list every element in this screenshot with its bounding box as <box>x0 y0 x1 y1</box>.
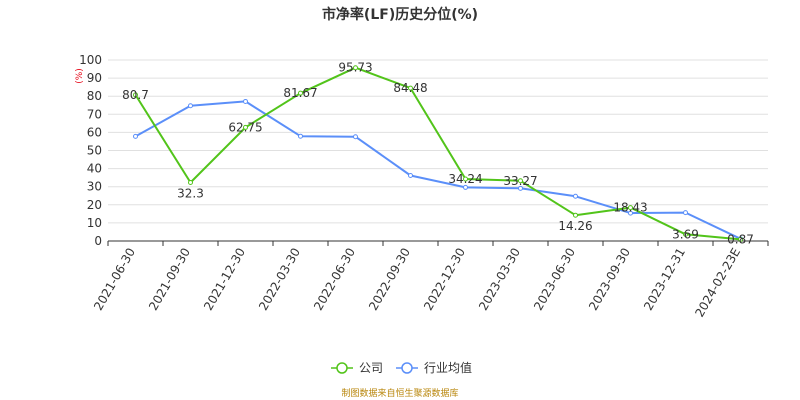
y-tick-label: 10 <box>87 216 102 230</box>
x-tick-label: 2023-03-30 <box>476 246 523 313</box>
legend-marker-company <box>336 362 348 374</box>
x-tick-label: 2021-09-30 <box>146 246 193 313</box>
data-point-series-1 <box>353 134 358 140</box>
legend-label-company: 公司 <box>359 361 383 375</box>
data-point-series-1 <box>298 133 303 139</box>
data-point-series-0 <box>628 205 633 211</box>
y-tick-label: 30 <box>87 180 102 194</box>
data-point-series-0 <box>298 90 303 96</box>
data-point-series-1 <box>573 193 578 199</box>
legend-marker-industry-average <box>401 362 413 374</box>
y-tick-label: 100 <box>79 53 102 67</box>
data-point-series-1 <box>628 210 633 216</box>
source-note: 制图数据来自恒生聚源数据库 <box>341 387 458 399</box>
data-point-series-1 <box>133 133 138 139</box>
x-tick-label: 2023-12-31 <box>641 246 688 313</box>
y-tick-label: 70 <box>87 107 102 121</box>
data-label: 95.73 <box>338 61 372 75</box>
data-label: 14.26 <box>558 219 592 233</box>
chart-title: 市净率(LF)历史分位(%) <box>322 6 478 23</box>
y-tick-label: 80 <box>87 89 102 103</box>
y-tick-label: 90 <box>87 71 102 85</box>
x-tick-label: 2023-06-30 <box>531 246 578 313</box>
data-point-series-0 <box>738 236 743 242</box>
data-point-series-1 <box>683 210 688 216</box>
data-point-series-0 <box>683 231 688 237</box>
data-point-series-0 <box>573 212 578 218</box>
x-tick-label: 2024-02-23E <box>692 246 743 320</box>
x-tick-label: 2022-12-30 <box>421 246 468 313</box>
legend-label-industry-average: 行业均值 <box>424 360 472 375</box>
data-point-series-0 <box>243 124 248 130</box>
data-label: 80.7 <box>122 88 149 102</box>
data-point-series-1 <box>408 172 413 178</box>
data-labels: 80.7 32.3 62.75 81.67 95.73 84.48 34.24 33.27 14… <box>122 61 754 247</box>
x-tick-label: 2022-09-30 <box>366 246 413 313</box>
data-label: 32.3 <box>177 187 204 201</box>
y-tick-label: 50 <box>87 144 102 158</box>
legend-item-industry-average[interactable]: 行业均值 <box>396 360 472 375</box>
y-tick-label: 60 <box>87 125 102 139</box>
data-point-series-0 <box>518 178 523 184</box>
data-label: 34.24 <box>448 172 482 186</box>
data-point-series-1 <box>188 103 193 109</box>
data-point-series-0 <box>353 65 358 71</box>
data-point-series-1 <box>518 185 523 191</box>
data-point-series-0 <box>188 180 193 186</box>
x-tick-label: 2021-12-30 <box>201 246 248 313</box>
y-tick-label: 40 <box>87 162 102 176</box>
x-tick-label: 2023-09-30 <box>586 246 633 313</box>
data-point-series-1 <box>243 98 248 104</box>
data-label: 62.75 <box>228 120 262 134</box>
data-point-series-0 <box>133 92 138 98</box>
x-tick-label: 2022-06-30 <box>311 246 358 313</box>
legend-item-company[interactable]: 公司 <box>331 361 383 375</box>
data-label: 0.87 <box>727 232 754 246</box>
data-label: 84.48 <box>393 81 427 95</box>
x-tick-label: 2021-06-30 <box>91 246 138 313</box>
x-tick-label: 2022-03-30 <box>256 246 303 313</box>
legend: 公司 行业均值 <box>331 360 472 375</box>
data-label: 18.43 <box>613 201 647 215</box>
data-point-series-0 <box>408 85 413 91</box>
grid <box>108 59 768 224</box>
y-unit-label: (%) <box>75 68 85 84</box>
y-tick-label: 0 <box>94 234 102 248</box>
y-tick-label: 20 <box>87 198 102 212</box>
series-lines <box>133 65 743 242</box>
data-label: 81.67 <box>283 86 317 100</box>
series-line-0 <box>134 66 741 241</box>
data-label: 3.69 <box>672 227 699 241</box>
series-line-1 <box>135 100 741 240</box>
data-point-series-1 <box>463 184 468 190</box>
data-label: 33.27 <box>503 174 537 188</box>
data-point-series-0 <box>463 176 468 182</box>
